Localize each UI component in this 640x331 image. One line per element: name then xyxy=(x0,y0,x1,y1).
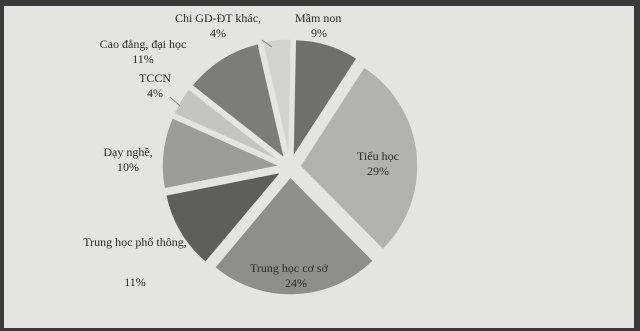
label-tccn-value: 4% xyxy=(147,86,163,100)
pie-slice-trung-hoc-co-so xyxy=(213,175,375,296)
label-cao-dang-name: Cao đẳng, đại học xyxy=(100,37,187,51)
pie-slice-trung-hoc-pho-thong xyxy=(164,170,284,264)
pie-slice-chi-gd-dt-khac xyxy=(261,38,293,158)
leader-line-tccn xyxy=(169,96,181,107)
label-tieu-hoc-name: Tiểu học xyxy=(357,149,399,163)
label-chi-khac-name: Chi GD-ĐT khác, xyxy=(175,11,261,25)
label-tieu-hoc-value: 29% xyxy=(367,164,389,178)
pie-slices xyxy=(161,38,419,296)
label-day-nghe-value: 10% xyxy=(117,160,139,174)
label-cao-dang-value: 11% xyxy=(132,52,154,66)
pie-slice-cao-dang-dai-hoc xyxy=(190,42,286,161)
label-chi-khac-value: 4% xyxy=(210,26,226,40)
label-day-nghe-name: Dạy nghề, xyxy=(103,145,152,159)
leader-line-chi-khac xyxy=(261,39,273,48)
pie-slice-day-nghe xyxy=(161,116,283,190)
pie-slice-mam-non xyxy=(292,38,359,161)
pie-slice-tccn xyxy=(172,87,282,163)
label-tccn-name: TCCN xyxy=(139,71,171,85)
label-thpt-value: 11% xyxy=(124,275,146,289)
label-mam-non-name: Mầm non xyxy=(295,11,341,25)
label-thpt-name: Trung học phổ thông, xyxy=(83,235,187,249)
label-thcs-value: 24% xyxy=(285,276,307,290)
pie-slice-tieu-hoc xyxy=(298,65,419,251)
label-thcs-name: Trung học cơ sở xyxy=(250,261,329,275)
label-mam-non-value: 9% xyxy=(311,26,327,40)
